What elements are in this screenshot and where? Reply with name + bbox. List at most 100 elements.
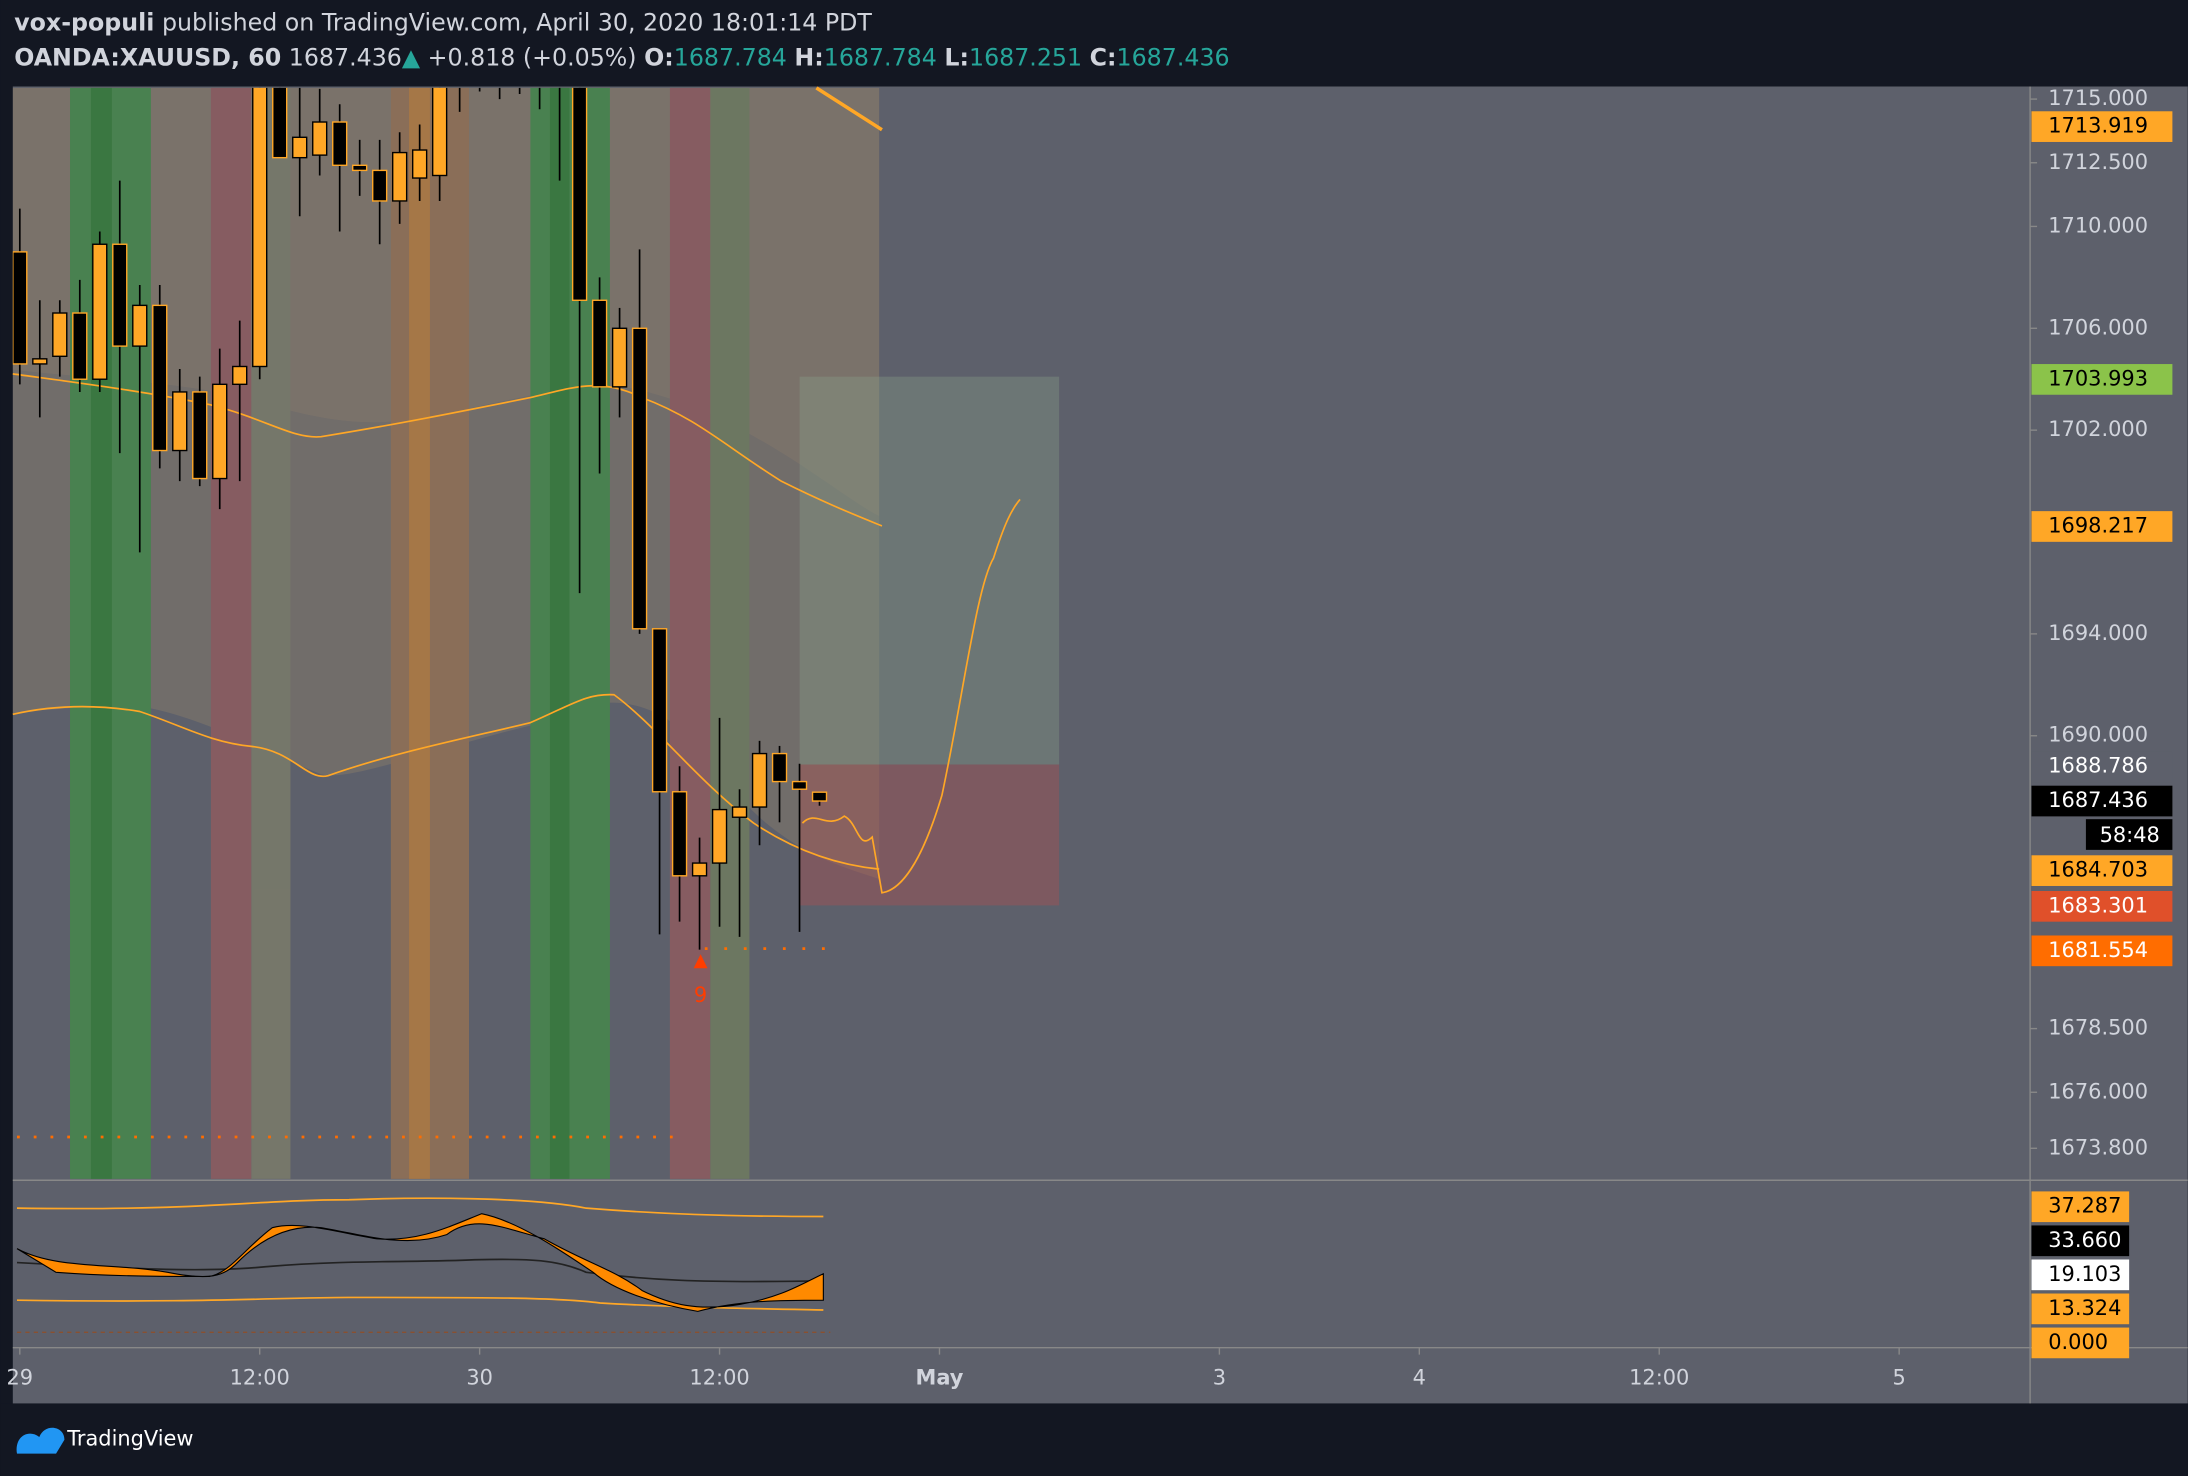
arrow: ▲	[402, 43, 421, 71]
ohlc-label: O:	[644, 43, 674, 71]
y-tick-label: 1678.500	[2048, 1016, 2148, 1040]
y-tick-label: 1673.800	[2048, 1135, 2148, 1159]
price-tag	[2031, 785, 2173, 817]
candle-body	[192, 391, 208, 480]
candle-body	[372, 169, 388, 202]
footer-bar	[0, 1403, 2188, 1476]
price-tag	[2031, 855, 2173, 886]
candle-body	[52, 312, 68, 357]
target-zone	[799, 376, 1060, 765]
x-tick-label: 12:00	[1629, 1365, 1689, 1389]
price-tag	[2031, 364, 2173, 395]
y-tick-label: 1694.000	[2048, 621, 2148, 645]
oscillator-tag-label: 33.660	[2048, 1228, 2121, 1252]
td-marker	[693, 954, 708, 969]
last: 1687.436	[289, 43, 402, 71]
x-tick-label: May	[916, 1365, 964, 1389]
price-tag-label: 1683.301	[2048, 893, 2148, 917]
oscillator	[16, 1197, 831, 1334]
change: +0.818 (+0.05%)	[428, 43, 637, 71]
price-tag-label: 1687.436	[2048, 788, 2148, 812]
candle-body	[232, 365, 248, 386]
y-tick-label: 1702.000	[2048, 417, 2148, 441]
brand: TradingView	[66, 1427, 193, 1451]
ohlc-label: C:	[1090, 43, 1117, 71]
countdown: 58:48	[2100, 823, 2160, 847]
candle-body	[671, 791, 688, 877]
oscillator-tag-label: 37.287	[2048, 1194, 2121, 1218]
y-tick-label: 1712.500	[2048, 150, 2148, 174]
author: vox-populi	[14, 8, 154, 36]
ohlc-value: 1687.436	[1117, 43, 1230, 71]
candle-body	[631, 327, 648, 630]
candle-body	[751, 752, 768, 808]
price-tag-label: 1684.703	[2048, 858, 2148, 882]
candle-body	[431, 87, 448, 177]
candle-body	[811, 791, 828, 802]
x-tick-label: 5	[1892, 1365, 1905, 1389]
price-tag-label: 1681.554	[2048, 938, 2148, 962]
candle-body	[92, 243, 108, 380]
oscillator-tag	[2031, 1191, 2130, 1223]
oscillator-tag	[2031, 1327, 2130, 1359]
candle-body	[252, 87, 268, 368]
td-count: 9	[694, 983, 707, 1007]
price-tag-label: 1703.993	[2048, 366, 2148, 390]
candle-body	[272, 87, 288, 159]
candle-body	[591, 299, 608, 388]
countdown-bg	[2085, 819, 2173, 850]
candle-body	[392, 151, 408, 202]
candle-body	[312, 121, 328, 156]
candle-body	[791, 780, 808, 790]
candle-body	[32, 358, 48, 365]
price-tag	[2031, 890, 2173, 922]
price-tag	[2031, 751, 2173, 783]
candle-body	[352, 164, 368, 172]
x-tick-label: 3	[1213, 1365, 1226, 1389]
ohlc-value: 1687.784	[824, 43, 937, 71]
x-tick-label: 29	[7, 1365, 34, 1389]
candle-body	[72, 312, 88, 380]
price-tag-label: 1713.919	[2048, 114, 2148, 138]
chart-pane	[12, 86, 2188, 1404]
candle-body	[611, 327, 628, 388]
candle-body	[411, 149, 428, 179]
x-tick-label: 4	[1413, 1365, 1426, 1389]
ohlc-value: 1687.784	[674, 43, 787, 71]
y-tick-label: 1706.000	[2048, 315, 2148, 339]
oscillator-tag-label: 13.324	[2048, 1296, 2121, 1320]
candle-body	[711, 808, 728, 864]
oscillator-tag-label: 0.000	[2048, 1330, 2108, 1354]
oscillator-tag	[2031, 1225, 2130, 1257]
candle-body	[571, 87, 588, 301]
candle-body	[332, 121, 348, 167]
legend: OANDA:XAUUSD, 60 1687.436▲ +0.818 (+0.05…	[14, 43, 1229, 71]
ohlc-label: H:	[794, 43, 823, 71]
candle-body	[212, 383, 228, 480]
candle-body	[172, 391, 188, 452]
price-tag-label: 1698.217	[2048, 513, 2148, 537]
x-tick-label: 30	[466, 1365, 493, 1389]
candles	[12, 87, 828, 950]
candle-body	[651, 628, 668, 793]
stop-zone	[799, 764, 1060, 906]
x-tick-label: 12:00	[689, 1365, 749, 1389]
price-tag	[2031, 111, 2173, 142]
candle-body	[152, 304, 168, 452]
oscillator-tag-label: 19.103	[2048, 1262, 2121, 1286]
dotted-levels	[16, 947, 831, 1139]
ohlc-value: 1687.251	[969, 43, 1082, 71]
x-tick-label: 12:00	[230, 1365, 290, 1389]
y-tick-label: 1710.000	[2048, 213, 2148, 237]
y-tick-label: 1690.000	[2048, 723, 2148, 747]
session-bands	[12, 87, 880, 1179]
candle-body	[112, 243, 128, 347]
oscillator-tag	[2031, 1259, 2130, 1291]
price-tag-label: 1688.786	[2048, 754, 2148, 778]
symbol: OANDA:XAUUSD, 60	[14, 43, 281, 71]
candle-body	[12, 251, 28, 365]
candle-body	[731, 806, 748, 818]
candle-body	[132, 304, 148, 347]
candle-body	[691, 862, 708, 877]
